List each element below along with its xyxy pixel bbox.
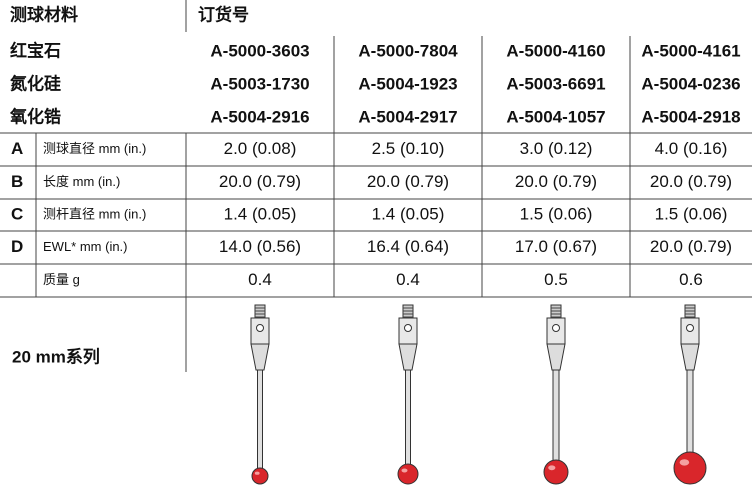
header-order: 订货号 <box>198 4 249 24</box>
stylus-taper <box>250 343 270 371</box>
spec-value: 1.4 (0.05) <box>372 204 445 223</box>
order-code: A-5000-4161 <box>641 41 740 60</box>
stylus-taper <box>398 343 418 371</box>
spec-value: 0.4 <box>248 270 272 289</box>
spec-label: 测杆直径 mm (in.) <box>43 206 146 221</box>
spec-letter: D <box>11 237 23 256</box>
stylus-ball <box>673 451 707 485</box>
stylus-hole <box>686 324 694 332</box>
spec-value: 20.0 (0.79) <box>650 172 732 191</box>
spec-label: EWL* mm (in.) <box>43 239 128 254</box>
spec-value: 2.0 (0.08) <box>224 139 297 158</box>
order-code: A-5003-6691 <box>506 74 605 93</box>
order-code: A-5004-2917 <box>358 107 457 126</box>
spec-letter: C <box>11 204 23 223</box>
stylus-hole <box>552 324 560 332</box>
spec-value: 1.4 (0.05) <box>224 204 297 223</box>
spec-value: 20.0 (0.79) <box>219 172 301 191</box>
spec-value: 20.0 (0.79) <box>650 237 732 256</box>
spec-value: 17.0 (0.67) <box>515 237 597 256</box>
ball-shine <box>679 459 690 466</box>
ball-shine <box>548 465 556 471</box>
spec-letter: A <box>11 139 23 158</box>
order-code: A-5000-3603 <box>210 41 309 60</box>
order-code: A-5000-4160 <box>506 41 605 60</box>
order-code: A-5000-7804 <box>358 41 458 60</box>
material-name: 红宝石 <box>10 40 61 60</box>
spec-value: 20.0 (0.79) <box>367 172 449 191</box>
stylus-taper <box>546 343 566 371</box>
spec-value: 0.5 <box>544 270 568 289</box>
stylus-hole <box>256 324 264 332</box>
material-name: 氮化硅 <box>10 73 61 93</box>
spec-value: 4.0 (0.16) <box>655 139 728 158</box>
series-label: 20 mm系列 <box>12 346 100 366</box>
spec-value: 0.6 <box>679 270 703 289</box>
spec-label: 长度 mm (in.) <box>43 174 120 189</box>
stylus-stem <box>405 369 411 475</box>
spec-value: 3.0 (0.12) <box>520 139 593 158</box>
spec-value: 14.0 (0.56) <box>219 237 301 256</box>
order-code: A-5004-1923 <box>358 74 457 93</box>
stylus-ball <box>543 459 569 485</box>
spec-value: 16.4 (0.64) <box>367 237 449 256</box>
ball-shine <box>401 468 408 473</box>
spec-value: 2.5 (0.10) <box>372 139 445 158</box>
ball-shine <box>254 471 260 475</box>
spec-label: 测球直径 mm (in.) <box>43 141 146 156</box>
stylus-ball <box>251 467 269 485</box>
order-code: A-5003-1730 <box>210 74 309 93</box>
header-material: 测球材料 <box>10 4 78 24</box>
order-code: A-5004-1057 <box>506 107 605 126</box>
stylus-hole <box>404 324 412 332</box>
stylus-stem <box>257 369 263 477</box>
order-code: A-5004-0236 <box>641 74 740 93</box>
spec-value: 1.5 (0.06) <box>655 204 728 223</box>
order-code: A-5004-2916 <box>210 107 309 126</box>
stylus-ball <box>397 463 419 485</box>
spec-letter: B <box>11 172 23 191</box>
spec-value: 20.0 (0.79) <box>515 172 597 191</box>
order-code: A-5004-2918 <box>641 107 740 126</box>
stylus-taper <box>680 343 700 371</box>
spec-label: 质量 g <box>43 272 80 287</box>
stylus-stem <box>552 369 560 473</box>
material-name: 氧化锆 <box>9 106 61 126</box>
spec-value: 0.4 <box>396 270 420 289</box>
spec-value: 1.5 (0.06) <box>520 204 593 223</box>
